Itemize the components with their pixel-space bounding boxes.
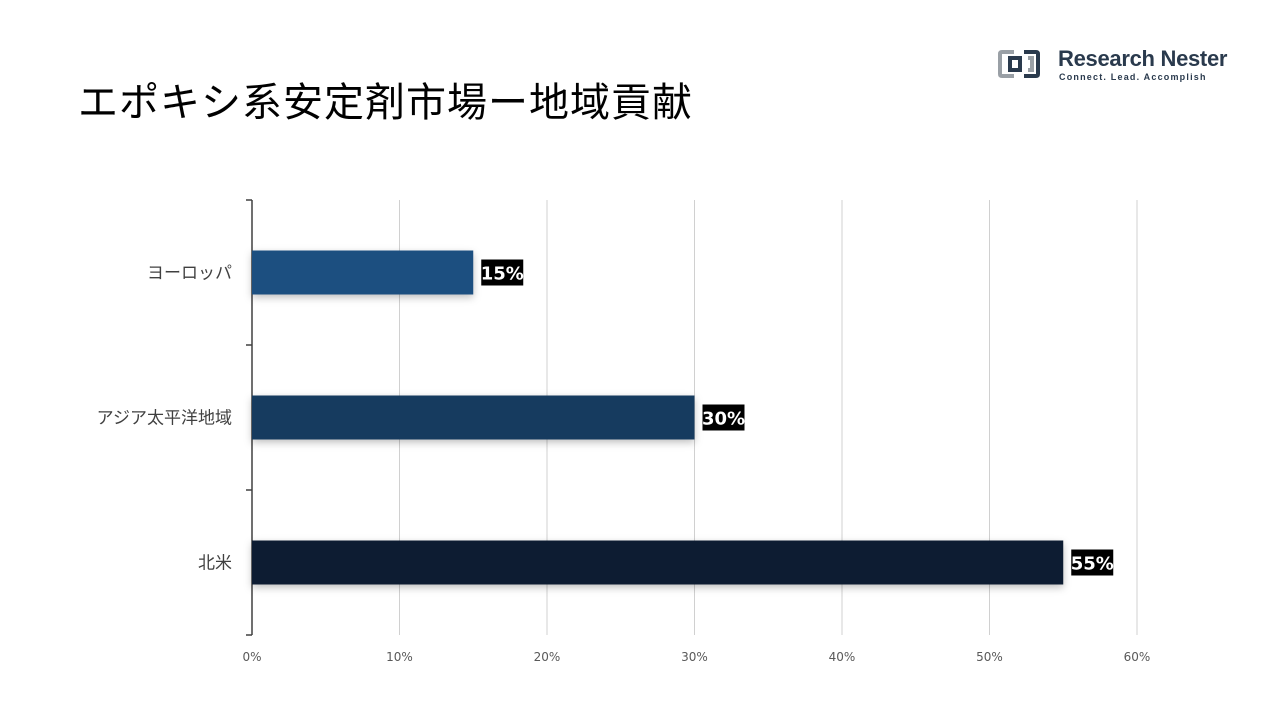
x-tick-label: 40% (829, 650, 856, 664)
category-label: アジア太平洋地域 (97, 409, 232, 429)
data-label-background (702, 404, 745, 431)
chart-title: エポキシ系安定剤市場ー地域貢献 (78, 80, 693, 126)
data-label-background (1071, 549, 1114, 576)
category-axis (246, 199, 253, 636)
data-label: 15% (481, 264, 524, 285)
x-tick-label: 20% (534, 650, 561, 664)
data-label: 55% (1071, 554, 1114, 575)
data-label-background (481, 259, 524, 286)
category-label: ヨーロッパ (147, 264, 232, 284)
data-label: 30% (702, 409, 745, 430)
x-tick-label: 0% (242, 650, 261, 664)
x-axis-tick-labels: 0% 10% 20% 30% 40% 50% 60% (242, 650, 1150, 664)
x-tick-label: 50% (976, 650, 1003, 664)
bars: 15% 30% 55% (252, 250, 1114, 585)
research-nester-logo: Research Nester Connect. Lead. Accomplis… (998, 46, 1228, 86)
x-tick-label: 10% (386, 650, 413, 664)
bar (252, 250, 474, 295)
bar (252, 540, 1064, 585)
logo-mark-icon (998, 50, 1040, 78)
x-tick-label: 60% (1124, 650, 1151, 664)
category-label: 北米 (198, 554, 232, 574)
logo-name: Research Nester (1058, 46, 1228, 71)
bar (252, 395, 695, 440)
logo-tagline: Connect. Lead. Accomplish (1059, 72, 1207, 82)
x-tick-label: 30% (681, 650, 708, 664)
